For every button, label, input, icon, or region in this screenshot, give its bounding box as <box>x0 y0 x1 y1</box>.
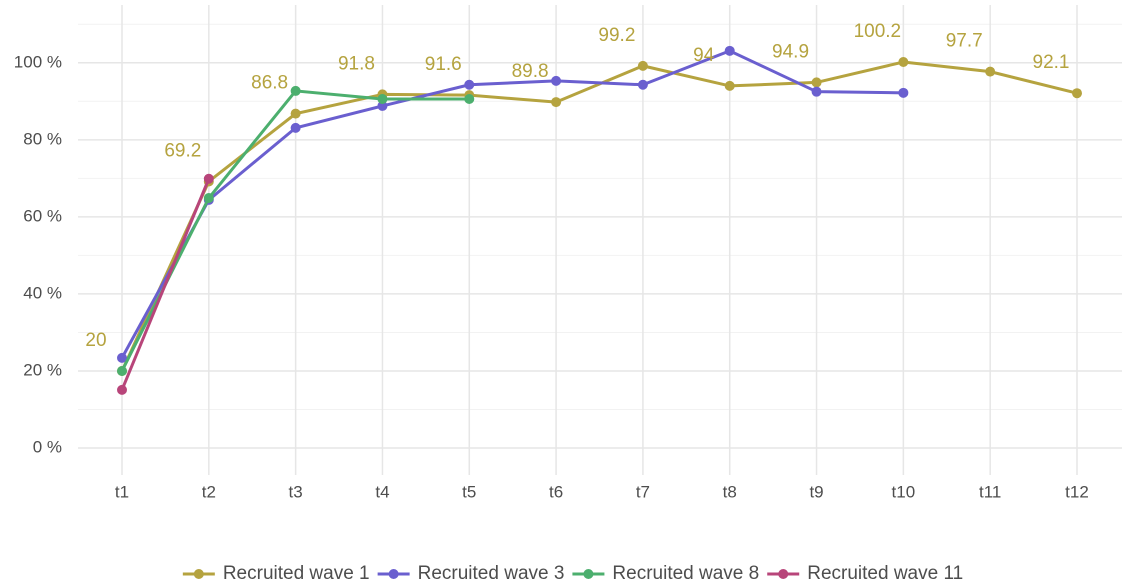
legend-key-point <box>388 569 399 579</box>
y-tick-label: 60 % <box>23 206 62 225</box>
y-tick-label: 100 % <box>14 52 62 71</box>
x-tick-label: t1 <box>115 482 129 501</box>
value-label: 91.6 <box>425 54 462 75</box>
value-label: 100.2 <box>854 21 902 42</box>
x-tick-label: t4 <box>375 482 389 501</box>
x-tick-label: t12 <box>1065 482 1089 501</box>
data-point <box>117 352 127 363</box>
x-tick-label: t7 <box>636 482 650 501</box>
data-point <box>551 75 562 86</box>
data-point <box>377 94 388 104</box>
value-label: 94 <box>693 45 715 66</box>
data-point <box>203 193 214 204</box>
data-point <box>290 85 301 96</box>
value-label: 86.8 <box>251 73 288 94</box>
data-point <box>724 80 735 91</box>
x-tick-label: t9 <box>809 482 823 501</box>
x-tick-label: t10 <box>892 482 916 501</box>
data-point <box>203 173 214 184</box>
x-tick-label: t6 <box>549 482 563 501</box>
data-point <box>377 100 388 111</box>
value-label: 89.8 <box>512 61 549 82</box>
y-tick-label: 0 % <box>33 438 62 457</box>
series-line <box>120 49 904 359</box>
x-tick-label: t2 <box>202 482 216 501</box>
x-tick-label: t11 <box>979 482 1001 501</box>
data-point <box>724 45 735 56</box>
y-tick-label: 40 % <box>23 283 62 302</box>
value-label: 94.9 <box>772 41 809 62</box>
data-point <box>117 365 127 376</box>
data-point <box>811 86 822 97</box>
y-tick-label: 80 % <box>23 129 62 148</box>
data-point <box>985 66 996 77</box>
data-point <box>464 94 475 104</box>
value-label: 20 <box>85 330 106 351</box>
data-point <box>290 108 301 119</box>
data-point <box>464 79 475 90</box>
y-tick-label: 20 % <box>23 360 62 379</box>
series-line <box>120 178 211 391</box>
data-point <box>1072 88 1082 99</box>
data-point <box>117 384 127 395</box>
legend-key-point <box>193 569 204 579</box>
legend-label: Recruited wave 1 <box>223 563 370 584</box>
data-point <box>898 57 909 68</box>
data-point <box>898 87 909 98</box>
legend-label: Recruited wave 3 <box>418 563 565 584</box>
value-label: 91.8 <box>338 53 375 74</box>
value-label: 69.2 <box>164 140 201 161</box>
legend-key-point <box>583 569 594 579</box>
value-label: 97.7 <box>946 31 983 52</box>
x-tick-label: t3 <box>289 482 303 501</box>
data-point <box>811 77 822 88</box>
legend-label: Recruited wave 8 <box>612 563 759 584</box>
data-point <box>551 97 562 108</box>
data-point <box>637 79 648 90</box>
data-point <box>637 60 648 71</box>
value-label: 92.1 <box>1033 52 1070 73</box>
x-tick-label: t5 <box>462 482 476 501</box>
legend-label: Recruited wave 11 <box>807 563 963 584</box>
legend-key-point <box>778 569 789 579</box>
value-label: 99.2 <box>598 25 635 46</box>
data-point <box>290 122 301 133</box>
x-tick-label: t8 <box>723 482 737 501</box>
